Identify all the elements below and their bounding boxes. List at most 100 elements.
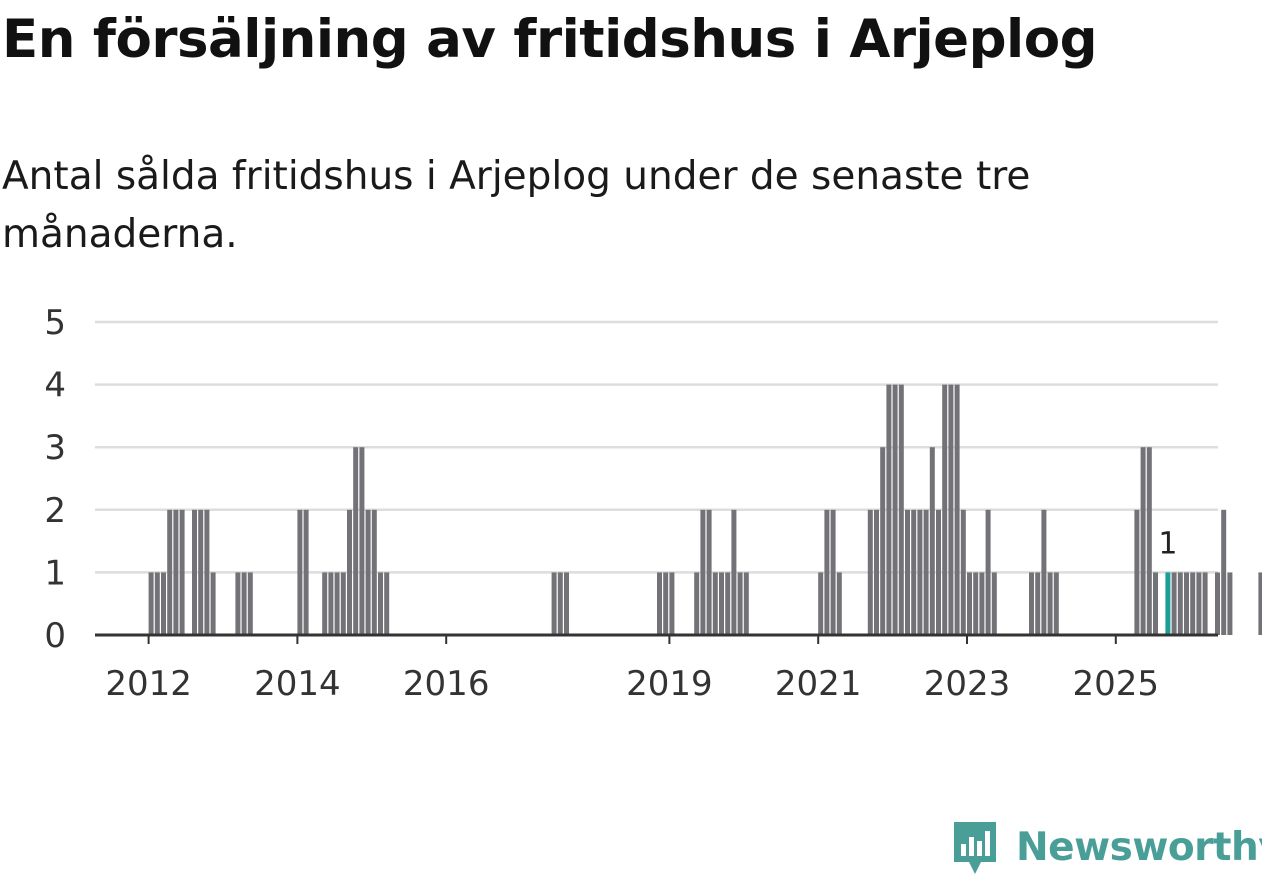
bar xyxy=(830,509,836,635)
x-tick-label: 2014 xyxy=(254,664,341,704)
bar xyxy=(712,572,718,635)
data-labels: 1 xyxy=(1158,526,1177,561)
bar xyxy=(942,384,948,635)
bar xyxy=(365,509,371,635)
bar xyxy=(1258,572,1262,635)
bar xyxy=(1140,447,1146,635)
x-tick-label: 2019 xyxy=(626,664,713,704)
y-tick-label: 4 xyxy=(44,366,66,406)
bar xyxy=(1171,572,1177,635)
bar xyxy=(334,572,340,635)
bar xyxy=(564,572,569,635)
bar xyxy=(886,384,892,635)
bar xyxy=(973,572,979,635)
bar xyxy=(1177,572,1183,635)
bar xyxy=(706,509,712,635)
y-tick-label: 2 xyxy=(44,491,66,531)
bar xyxy=(328,572,334,635)
bar xyxy=(1041,509,1047,635)
bar xyxy=(1227,572,1233,635)
bar xyxy=(985,509,991,635)
bar xyxy=(557,572,563,635)
y-tick-label: 0 xyxy=(44,616,66,656)
bar xyxy=(731,509,737,635)
newsworthy-logo[interactable]: Newsworthy xyxy=(950,818,1262,878)
bar xyxy=(923,509,929,635)
newsworthy-logo-icon xyxy=(954,822,996,874)
bar xyxy=(991,572,997,635)
bar xyxy=(247,572,253,635)
bar xyxy=(824,509,830,635)
bar xyxy=(1053,572,1059,635)
bar xyxy=(347,509,352,635)
bar xyxy=(960,509,966,635)
bar xyxy=(929,447,935,635)
x-tick-label: 2021 xyxy=(775,664,862,704)
bar xyxy=(979,572,985,635)
bar xyxy=(700,509,706,635)
bar xyxy=(204,509,210,635)
bar xyxy=(898,384,904,635)
bar xyxy=(669,572,675,635)
bar xyxy=(836,572,842,635)
bar xyxy=(1221,509,1227,635)
bar xyxy=(322,572,328,635)
data-label: 1 xyxy=(1158,526,1177,561)
bar xyxy=(1047,572,1053,635)
bar xyxy=(936,509,941,635)
chart-title: En försäljning av fritidshus i Arjeplog xyxy=(2,9,1098,70)
bar xyxy=(371,509,377,635)
y-tick-label: 1 xyxy=(44,553,66,593)
bar xyxy=(948,384,954,635)
y-tick-label: 3 xyxy=(44,428,66,468)
bar xyxy=(967,572,972,635)
bar xyxy=(192,509,197,635)
bar-chart: 0 1 2 3 4 5 2012 2014 2016 2019 2021 2023 2025 1 xyxy=(44,303,1262,704)
bar xyxy=(694,572,700,635)
bar xyxy=(743,572,749,635)
bar xyxy=(1190,572,1196,635)
bar xyxy=(1202,572,1208,635)
bar xyxy=(1165,572,1171,635)
bar xyxy=(235,572,241,635)
bar xyxy=(161,572,166,635)
bar xyxy=(303,509,309,635)
bar xyxy=(1146,447,1152,635)
bar xyxy=(818,572,824,635)
gridlines xyxy=(95,320,1218,574)
bar xyxy=(1029,572,1034,635)
bar xyxy=(353,447,359,635)
x-tick-label: 2012 xyxy=(105,664,192,704)
bar xyxy=(198,509,204,635)
bar xyxy=(725,572,731,635)
bar xyxy=(663,572,669,635)
x-tick-label: 2023 xyxy=(924,664,1011,704)
brand-name: Newsworthy xyxy=(1016,825,1262,870)
bar xyxy=(911,509,917,635)
bar xyxy=(384,572,390,635)
bar xyxy=(340,572,346,635)
bar xyxy=(1215,572,1220,635)
x-tick-label: 2025 xyxy=(1073,664,1160,704)
bar xyxy=(179,509,185,635)
bar xyxy=(867,509,873,635)
bar xyxy=(954,384,960,635)
y-tick-label: 5 xyxy=(44,303,66,343)
x-tick-label: 2016 xyxy=(403,664,490,704)
bar xyxy=(173,509,179,635)
x-axis-ticks: 2012 2014 2016 2019 2021 2023 2025 xyxy=(105,635,1159,704)
bar xyxy=(1035,572,1041,635)
bar xyxy=(1134,509,1140,635)
bar xyxy=(880,447,886,635)
bar xyxy=(657,572,662,635)
bar xyxy=(241,572,247,635)
bar xyxy=(737,572,743,635)
bar xyxy=(551,572,557,635)
bar xyxy=(917,509,923,635)
bars xyxy=(148,384,1262,635)
bar xyxy=(1153,572,1158,635)
bar xyxy=(297,509,303,635)
bar xyxy=(1196,572,1202,635)
bar xyxy=(378,572,383,635)
bar xyxy=(210,572,216,635)
